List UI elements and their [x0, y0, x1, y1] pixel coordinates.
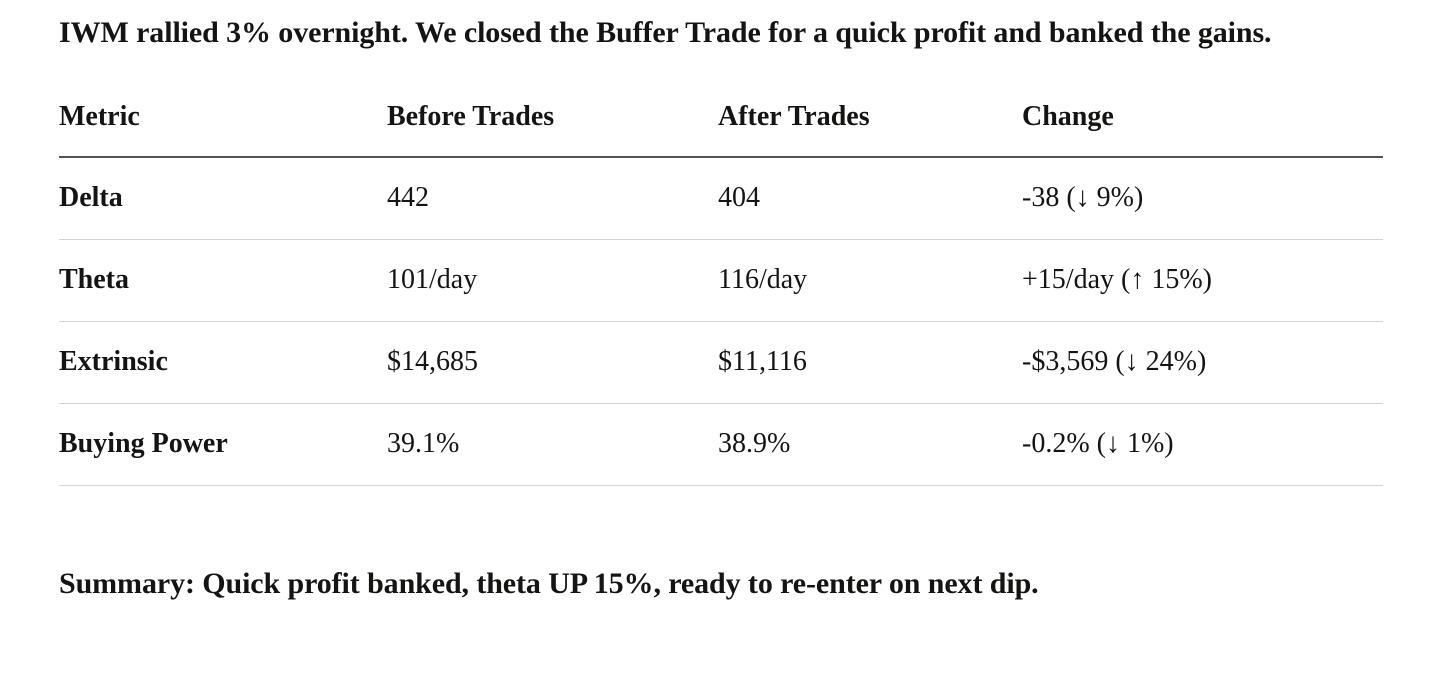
after-trades-cell: 404 [718, 157, 1022, 240]
table-row: Delta 442 404 -38 (↓ 9%) [59, 157, 1383, 240]
document-body: IWM rallied 3% overnight. We closed the … [59, 16, 1383, 600]
change-cell: -0.2% (↓ 1%) [1022, 403, 1383, 486]
column-header-change: Change [1022, 102, 1383, 158]
column-header-metric: Metric [59, 102, 387, 158]
table-row: Theta 101/day 116/day +15/day (↑ 15%) [59, 239, 1383, 322]
table-row: Buying Power 39.1% 38.9% -0.2% (↓ 1%) [59, 403, 1383, 486]
change-cell: -$3,569 (↓ 24%) [1022, 321, 1383, 404]
metrics-table: Metric Before Trades After Trades Change… [59, 102, 1383, 486]
intro-text: IWM rallied 3% overnight. We closed the … [59, 16, 1272, 49]
metric-cell: Extrinsic [59, 321, 387, 404]
before-trades-cell: 101/day [387, 239, 718, 322]
before-trades-cell: 39.1% [387, 403, 718, 486]
after-trades-cell: 116/day [718, 239, 1022, 322]
table-row: Extrinsic $14,685 $11,116 -$3,569 (↓ 24%… [59, 321, 1383, 404]
after-trades-cell: 38.9% [718, 403, 1022, 486]
metric-cell: Theta [59, 239, 387, 322]
before-trades-cell: 442 [387, 157, 718, 240]
metric-cell: Buying Power [59, 403, 387, 486]
column-header-before-trades: Before Trades [387, 102, 718, 158]
change-cell: +15/day (↑ 15%) [1022, 239, 1383, 322]
after-trades-cell: $11,116 [718, 321, 1022, 404]
before-trades-cell: $14,685 [387, 321, 718, 404]
column-header-after-trades: After Trades [718, 102, 1022, 158]
metric-cell: Delta [59, 157, 387, 240]
summary-text: Summary: Quick profit banked, theta UP 1… [59, 567, 1039, 600]
table-header-row: Metric Before Trades After Trades Change [59, 102, 1383, 158]
change-cell: -38 (↓ 9%) [1022, 157, 1383, 240]
